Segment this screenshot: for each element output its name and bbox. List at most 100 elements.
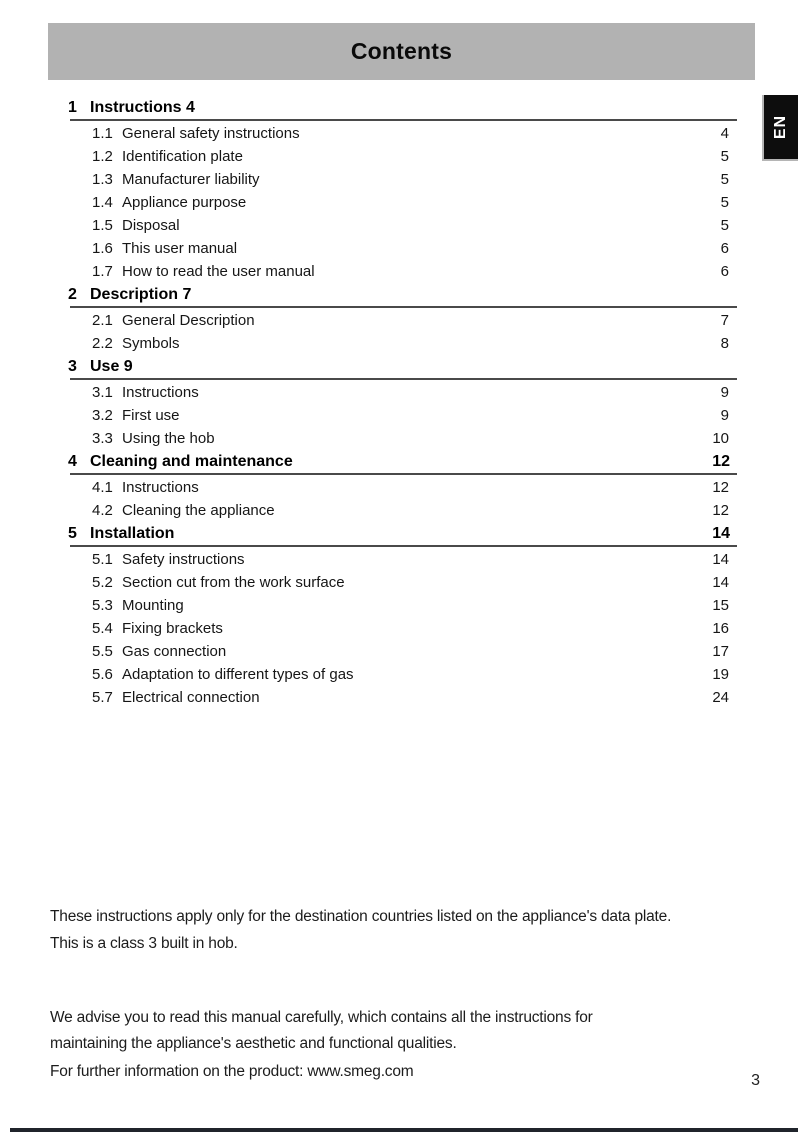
item-title: Fixing brackets bbox=[122, 620, 223, 637]
section-title: Cleaning and maintenance bbox=[90, 453, 293, 470]
item-page: 17 bbox=[712, 643, 729, 660]
toc-item: 3.3 Using the hob 10 bbox=[66, 427, 737, 450]
section-heading: 1 Instructions 4 bbox=[66, 96, 737, 119]
item-number: 5.3 bbox=[92, 597, 113, 614]
page-number: 3 bbox=[751, 1072, 760, 1089]
footer-line: These instructions apply only for the de… bbox=[50, 908, 672, 925]
footer-line: This is a class 3 built in hob. bbox=[50, 935, 238, 952]
toc-item: 5.3 Mounting 15 bbox=[66, 594, 737, 617]
item-number: 4.1 bbox=[92, 479, 113, 496]
item-title: Mounting bbox=[122, 597, 184, 614]
item-page: 5 bbox=[720, 171, 729, 188]
table-of-contents: 1 Instructions 4 1.1 General safety instruc… bbox=[66, 96, 737, 709]
item-title: Safety instructions bbox=[122, 551, 245, 568]
footer-line: We advise you to read this manual carefu… bbox=[50, 1009, 593, 1026]
item-title: Disposal bbox=[122, 217, 180, 234]
item-page: 24 bbox=[712, 689, 729, 706]
item-title: Section cut from the work surface bbox=[122, 574, 345, 591]
section-rule bbox=[70, 473, 737, 475]
section-number: 1 bbox=[68, 99, 77, 116]
item-title: First use bbox=[122, 407, 180, 424]
section-number: 5 bbox=[68, 525, 77, 542]
toc-section: 5 Installation 14 5.1 Safety instructions 14 5… bbox=[66, 522, 737, 709]
item-number: 1.2 bbox=[92, 148, 113, 165]
toc-item: 4.2 Cleaning the appliance 12 bbox=[66, 499, 737, 522]
item-title: Using the hob bbox=[122, 430, 215, 447]
toc-item: 5.6 Adaptation to different types of gas 1… bbox=[66, 663, 737, 686]
item-page: 9 bbox=[720, 407, 729, 424]
item-title: Instructions bbox=[122, 479, 199, 496]
item-title: How to read the user manual bbox=[122, 263, 315, 280]
item-page: 9 bbox=[720, 384, 729, 401]
contents-header-bar: Contents bbox=[48, 23, 755, 80]
item-page: 7 bbox=[720, 312, 729, 329]
item-page: 12 bbox=[712, 479, 729, 496]
item-page: 6 bbox=[720, 263, 729, 280]
item-page: 14 bbox=[712, 574, 729, 591]
language-tab: EN bbox=[762, 95, 798, 161]
item-number: 5.5 bbox=[92, 643, 113, 660]
toc-section: 2 Description 7 2.1 General Description 7 2.2… bbox=[66, 283, 737, 355]
item-number: 3.2 bbox=[92, 407, 113, 424]
toc-section: 4 Cleaning and maintenance 12 4.1 Instructio… bbox=[66, 450, 737, 522]
item-number: 4.2 bbox=[92, 502, 113, 519]
section-number: 3 bbox=[68, 358, 77, 375]
item-title: Electrical connection bbox=[122, 689, 260, 706]
item-title: This user manual bbox=[122, 240, 238, 257]
section-rule bbox=[70, 378, 737, 380]
item-number: 3.1 bbox=[92, 384, 113, 401]
item-page: 19 bbox=[712, 666, 729, 683]
item-page: 5 bbox=[720, 217, 729, 234]
item-number: 1.4 bbox=[92, 194, 113, 211]
toc-item: 1.3 Manufacturer liability 5 bbox=[66, 168, 737, 191]
item-number: 1.3 bbox=[92, 171, 113, 188]
footer-notes: These instructions apply only for the de… bbox=[50, 903, 790, 1085]
section-heading: 4 Cleaning and maintenance 12 bbox=[66, 450, 737, 473]
section-rule bbox=[70, 119, 737, 121]
item-number: 2.1 bbox=[92, 312, 113, 329]
toc-item: 5.5 Gas connection 17 bbox=[66, 640, 737, 663]
item-title: General Description bbox=[122, 312, 255, 329]
item-page: 5 bbox=[720, 148, 729, 165]
item-number: 1.5 bbox=[92, 217, 113, 234]
item-page: 16 bbox=[712, 620, 729, 637]
section-title: Use 9 bbox=[90, 358, 133, 375]
toc-item: 2.2 Symbols 8 bbox=[66, 332, 737, 355]
language-tab-label: EN bbox=[771, 114, 789, 140]
item-page: 5 bbox=[720, 194, 729, 211]
toc-section: 3 Use 9 3.1 Instructions 9 3.2 First use 9 3.3 Us… bbox=[66, 355, 737, 450]
item-number: 2.2 bbox=[92, 335, 113, 352]
item-page: 10 bbox=[712, 430, 729, 447]
toc-section: 1 Instructions 4 1.1 General safety instruc… bbox=[66, 96, 737, 283]
section-title: Description 7 bbox=[90, 286, 192, 303]
footer-paragraph: We advise you to read this manual carefu… bbox=[50, 1005, 790, 1057]
toc-item: 4.1 Instructions 12 bbox=[66, 476, 737, 499]
toc-item: 1.7 How to read the user manual 6 bbox=[66, 260, 737, 283]
toc-item: 5.1 Safety instructions 14 bbox=[66, 548, 737, 571]
section-heading: 2 Description 7 bbox=[66, 283, 737, 306]
toc-item: 3.1 Instructions 9 bbox=[66, 381, 737, 404]
item-number: 1.6 bbox=[92, 240, 113, 257]
item-title: Appliance purpose bbox=[122, 194, 247, 211]
item-page: 8 bbox=[720, 335, 729, 352]
toc-item: 5.2 Section cut from the work surface 14 bbox=[66, 571, 737, 594]
footer-paragraph: For further information on the product: … bbox=[50, 1059, 790, 1085]
item-title: Cleaning the appliance bbox=[122, 502, 275, 519]
section-number: 2 bbox=[68, 286, 77, 303]
item-number: 3.3 bbox=[92, 430, 113, 447]
toc-item: 1.6 This user manual 6 bbox=[66, 237, 737, 260]
item-number: 5.7 bbox=[92, 689, 113, 706]
toc-item: 1.5 Disposal 5 bbox=[66, 214, 737, 237]
page-title: Contents bbox=[350, 38, 453, 64]
toc-item: 3.2 First use 9 bbox=[66, 404, 737, 427]
section-heading: 5 Installation 14 bbox=[66, 522, 737, 545]
section-page: 12 bbox=[712, 453, 730, 470]
item-title: Identification plate bbox=[122, 148, 243, 165]
footer-line: maintaining the appliance's aesthetic an… bbox=[50, 1035, 457, 1052]
toc-item: 1.2 Identification plate 5 bbox=[66, 145, 737, 168]
section-title: Instructions 4 bbox=[90, 99, 195, 116]
item-number: 1.7 bbox=[92, 263, 113, 280]
toc-item: 1.1 General safety instructions 4 bbox=[66, 122, 737, 145]
footer-paragraph: These instructions apply only for the de… bbox=[50, 903, 790, 957]
section-rule bbox=[70, 545, 737, 547]
